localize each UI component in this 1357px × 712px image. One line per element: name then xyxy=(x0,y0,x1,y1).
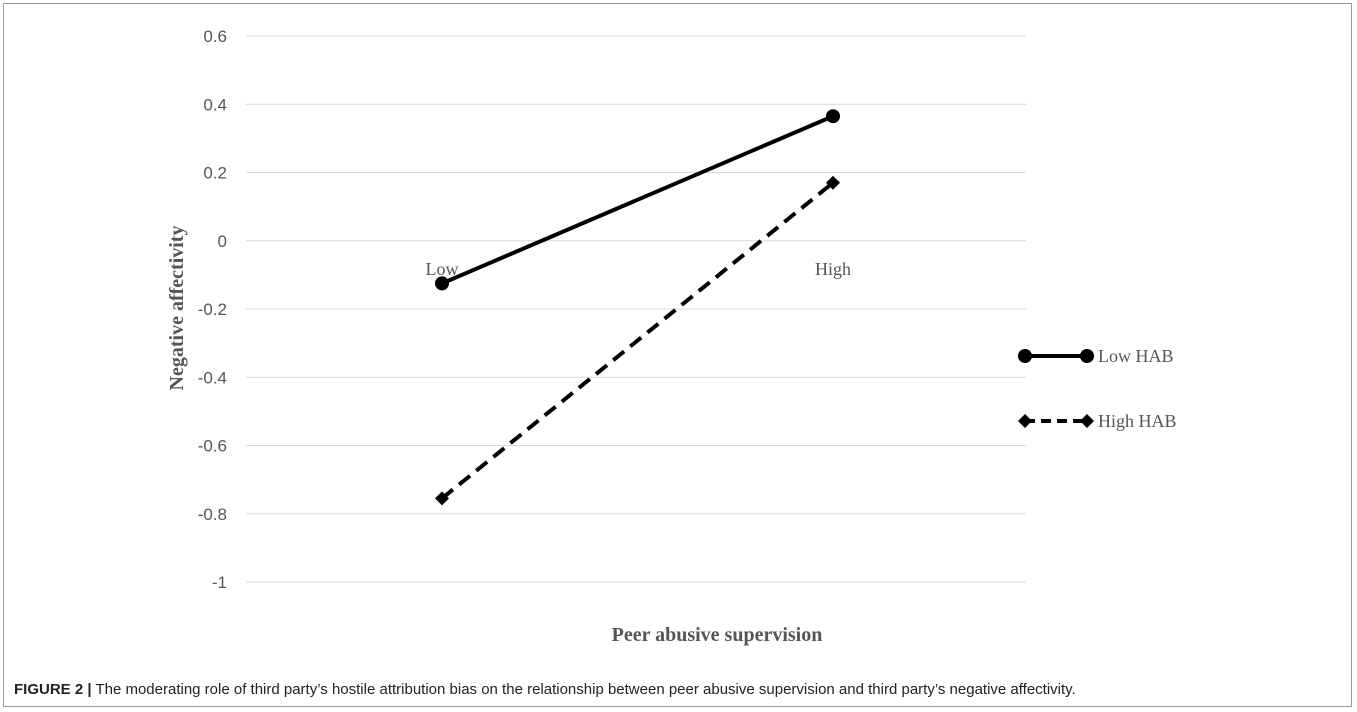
series-line xyxy=(440,181,835,500)
caption-text: The moderating role of third party’s hos… xyxy=(91,681,1076,698)
grid-lines xyxy=(246,35,1026,583)
y-tick-label: 0.6 xyxy=(203,27,227,46)
category-label: High xyxy=(815,259,851,279)
y-tick-label: -0.4 xyxy=(198,368,227,387)
legend: Low HAB High HAB xyxy=(1018,346,1177,431)
legend-label: High HAB xyxy=(1098,411,1177,431)
y-tick-label: -0.8 xyxy=(198,505,227,524)
category-label: Low xyxy=(426,259,459,279)
data-point xyxy=(826,175,840,190)
figure-frame xyxy=(3,3,1352,707)
data-point xyxy=(435,491,449,506)
series-group xyxy=(435,109,840,506)
y-tick-label: 0 xyxy=(218,232,227,251)
data-point xyxy=(435,276,449,291)
y-tick-label: -0.2 xyxy=(198,300,227,319)
y-tick-label: 0.2 xyxy=(203,164,227,183)
y-tick-label: -0.6 xyxy=(198,437,227,456)
caption-label: FIGURE 2 | xyxy=(14,681,92,698)
legend-marker xyxy=(1018,349,1032,363)
legend-marker xyxy=(1080,349,1094,363)
legend-label: Low HAB xyxy=(1098,346,1174,366)
x-axis-label: Peer abusive supervision xyxy=(612,624,823,646)
y-tick-label: -1 xyxy=(212,573,227,592)
y-tick-labels: 0.6 0.4 0.2 0 -0.2 -0.4 -0.6 -0.8 -1 xyxy=(198,27,227,592)
legend-marker xyxy=(1080,414,1094,428)
category-labels: Low High xyxy=(426,259,852,279)
y-axis-label: Negative affectivity xyxy=(166,226,188,391)
series-line xyxy=(441,114,834,286)
legend-marker xyxy=(1018,414,1032,428)
data-point xyxy=(826,109,840,124)
figure-caption: FIGURE 2 | The moderating role of third … xyxy=(14,681,1344,698)
y-tick-label: 0.4 xyxy=(203,95,227,114)
